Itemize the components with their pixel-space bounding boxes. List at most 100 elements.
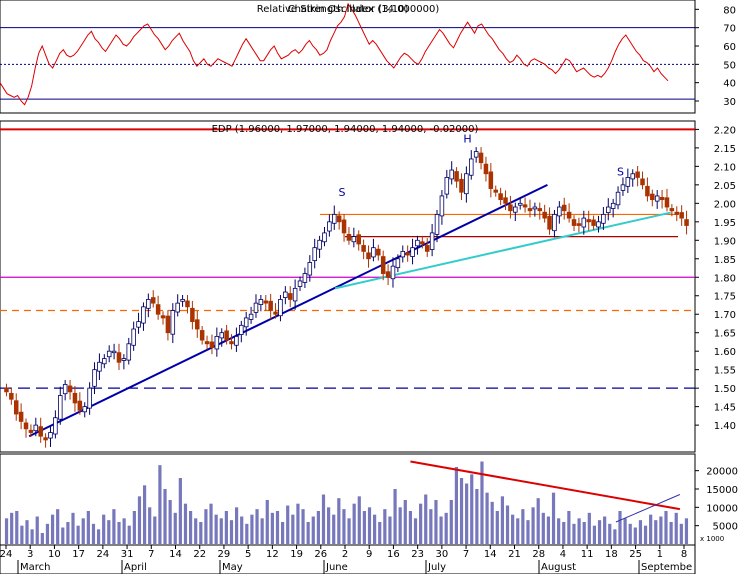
candle-body — [195, 319, 200, 330]
rsi-tick-label: 30 — [723, 97, 736, 108]
price-axis: 1.40 1.45 1.50 1.55 1.60 1.65 1.70 1.75 1.80 1.85… — [695, 125, 736, 432]
rsi-line — [0, 2, 669, 106]
candle-body — [292, 287, 298, 302]
volume-bar — [194, 518, 198, 544]
candle-body — [155, 304, 161, 315]
candle-body — [410, 247, 415, 257]
volume-bar — [301, 509, 305, 544]
candle-body — [67, 385, 73, 393]
candle-body — [121, 358, 127, 361]
volume-bar — [551, 492, 556, 544]
volume-bar — [132, 511, 136, 544]
volume-bar — [485, 492, 489, 544]
volume-bar — [199, 522, 203, 544]
candle-body — [493, 189, 498, 193]
candle-body — [268, 300, 273, 311]
rsi-tick-label: 60 — [723, 42, 736, 53]
volume-bar — [638, 520, 643, 544]
volume-bar — [127, 525, 131, 544]
volume-bar — [669, 522, 673, 544]
candle-body — [77, 400, 83, 411]
candle-body — [146, 299, 151, 309]
candle-body — [606, 206, 611, 213]
volume-bar — [623, 518, 627, 544]
price-tick-label: 1.50 — [714, 384, 736, 395]
candle-body — [415, 239, 420, 247]
candle-body — [517, 202, 523, 206]
volume-bar — [209, 503, 213, 544]
price-title: EDP (1.96000, 1.97000, 1.94000, 1.94000,… — [212, 124, 479, 135]
volume-bar — [188, 511, 193, 544]
volume-bar — [56, 509, 60, 544]
candle-body — [669, 208, 675, 212]
candle-body — [150, 297, 156, 304]
time-tick-label: 10 — [48, 549, 61, 560]
time-axis-frame — [0, 544, 696, 574]
candle-body — [478, 152, 484, 164]
volume-bar — [122, 518, 126, 544]
candle-body — [204, 341, 210, 345]
volume-bar — [163, 489, 167, 544]
volume-bar — [526, 520, 530, 544]
candle-body — [126, 343, 132, 361]
candle-body — [557, 206, 562, 217]
candle-body — [72, 392, 78, 404]
candle-body — [596, 221, 601, 228]
candle-body — [58, 395, 63, 420]
rsi-tick-label: 50 — [723, 60, 736, 71]
month-label: May — [222, 562, 243, 573]
candle-body — [239, 324, 244, 335]
candle-body — [43, 437, 48, 441]
volume-bar — [470, 474, 474, 544]
volume-bar — [475, 489, 479, 544]
candle-body — [444, 177, 450, 195]
price-tick-label: 1.40 — [714, 421, 736, 432]
volume-bar — [270, 512, 274, 544]
month-label: March — [20, 562, 50, 573]
volume-bar — [562, 522, 566, 544]
volume-bar — [649, 514, 653, 544]
volume-bar — [66, 522, 70, 544]
volume-bar — [275, 511, 280, 544]
pattern-label: S — [338, 186, 345, 199]
volume-bar — [490, 501, 494, 544]
rsi-tick-label: 70 — [723, 24, 736, 35]
volume-bar — [35, 516, 39, 544]
price-tick-label: 1.90 — [714, 236, 736, 247]
volume-bar — [403, 500, 407, 544]
candle-body — [664, 197, 670, 208]
candle-body — [513, 206, 518, 213]
candle-body — [317, 239, 322, 250]
candle-body — [356, 234, 361, 245]
candle-body — [278, 299, 283, 317]
time-tick-label: 5 — [245, 549, 251, 560]
candle-body — [175, 302, 180, 313]
candle-body — [615, 191, 621, 206]
time-tick-label: 19 — [290, 549, 303, 560]
candle-body — [116, 352, 122, 363]
volume-bar — [495, 511, 499, 544]
month-label: Septembe — [641, 562, 692, 573]
time-axis: 24 3 10 17 24 31 7 14 22 29 5 12 19 26 2 9 16 23 30 7 14 21 28… — [0, 545, 692, 574]
price-tick-label: 1.95 — [714, 218, 736, 229]
candle-body — [327, 221, 332, 232]
candle-body — [464, 173, 469, 195]
candle-body — [53, 417, 58, 435]
candles — [4, 147, 689, 448]
candle-body — [522, 204, 528, 208]
volume-bar — [536, 498, 540, 544]
candle-body — [170, 310, 176, 335]
volume-bar — [413, 518, 418, 544]
price-tick-label: 1.75 — [714, 292, 736, 303]
volume-bar — [25, 520, 29, 544]
candle-body — [13, 400, 19, 415]
candle-body — [610, 202, 616, 209]
candle-body — [28, 429, 34, 433]
volume-bar — [4, 518, 9, 544]
volume-bar — [398, 507, 402, 544]
volume-bar — [306, 522, 310, 544]
price-tick-label: 1.65 — [714, 329, 736, 340]
candle-body — [439, 195, 445, 217]
candle-body — [469, 158, 474, 176]
